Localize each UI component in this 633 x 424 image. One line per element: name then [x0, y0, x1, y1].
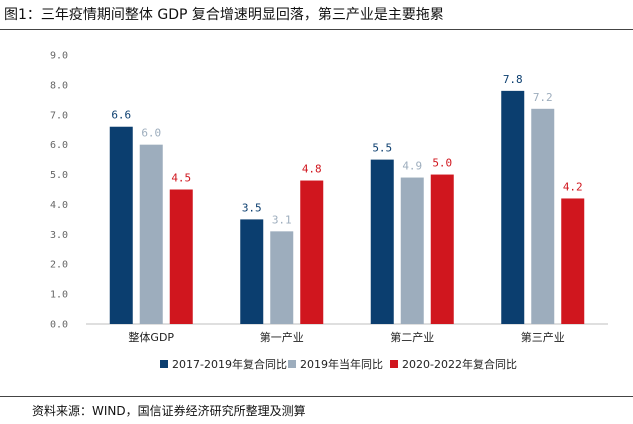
legend-swatch [160, 360, 168, 368]
bar-1-0 [240, 219, 264, 324]
y-tick-label: 7.0 [50, 110, 68, 121]
y-tick-label: 6.0 [50, 140, 68, 151]
bar-1-2 [300, 180, 324, 324]
legend-label: 2020-2022年复合同比 [402, 357, 517, 371]
legend-label: 2019年当年同比 [300, 357, 383, 371]
bar-0-1 [139, 144, 163, 324]
data-label: 7.8 [503, 73, 523, 86]
legend-label: 2017-2019年复合同比 [172, 357, 287, 371]
source-divider [0, 396, 633, 397]
bar-1-1 [270, 231, 294, 324]
category-label: 第二产业 [390, 330, 434, 344]
bar-2-0 [370, 159, 394, 324]
bar-2-2 [430, 174, 454, 324]
data-label: 5.5 [372, 142, 392, 155]
category-label: 第一产业 [260, 330, 304, 344]
bar-2-1 [400, 177, 424, 324]
data-label: 4.5 [171, 172, 191, 185]
category-label: 整体GDP [128, 330, 174, 344]
data-label: 3.5 [242, 201, 262, 214]
title-divider [0, 29, 633, 30]
data-label: 4.2 [563, 180, 583, 193]
legend-swatch [288, 360, 296, 368]
data-label: 3.1 [272, 213, 292, 226]
bar-0-2 [169, 189, 193, 324]
data-label: 6.6 [111, 109, 131, 122]
bar-3-0 [501, 90, 525, 324]
data-label: 7.2 [533, 91, 553, 104]
bar-3-2 [561, 198, 585, 324]
bar-3-1 [531, 108, 555, 324]
y-tick-label: 1.0 [50, 290, 68, 301]
data-label: 5.0 [432, 157, 452, 170]
data-label: 4.9 [402, 160, 422, 173]
y-tick-label: 0.0 [50, 320, 68, 331]
data-label: 4.8 [302, 163, 322, 176]
data-label: 6.0 [141, 127, 161, 140]
y-tick-label: 8.0 [50, 80, 68, 91]
bar-0-0 [109, 126, 133, 324]
category-label: 第三产业 [521, 330, 565, 344]
y-tick-label: 3.0 [50, 230, 68, 241]
y-tick-label: 9.0 [50, 51, 68, 62]
figure-title: 图1：三年疫情期间整体 GDP 复合增速明显回落，第三产业是主要拖累 [4, 7, 444, 23]
source-note: 资料来源：WIND，国信证券经济研究所整理及测算 [32, 404, 306, 418]
y-tick-label: 4.0 [50, 200, 68, 211]
y-tick-label: 2.0 [50, 260, 68, 271]
y-tick-label: 5.0 [50, 170, 68, 181]
legend-swatch [390, 360, 398, 368]
